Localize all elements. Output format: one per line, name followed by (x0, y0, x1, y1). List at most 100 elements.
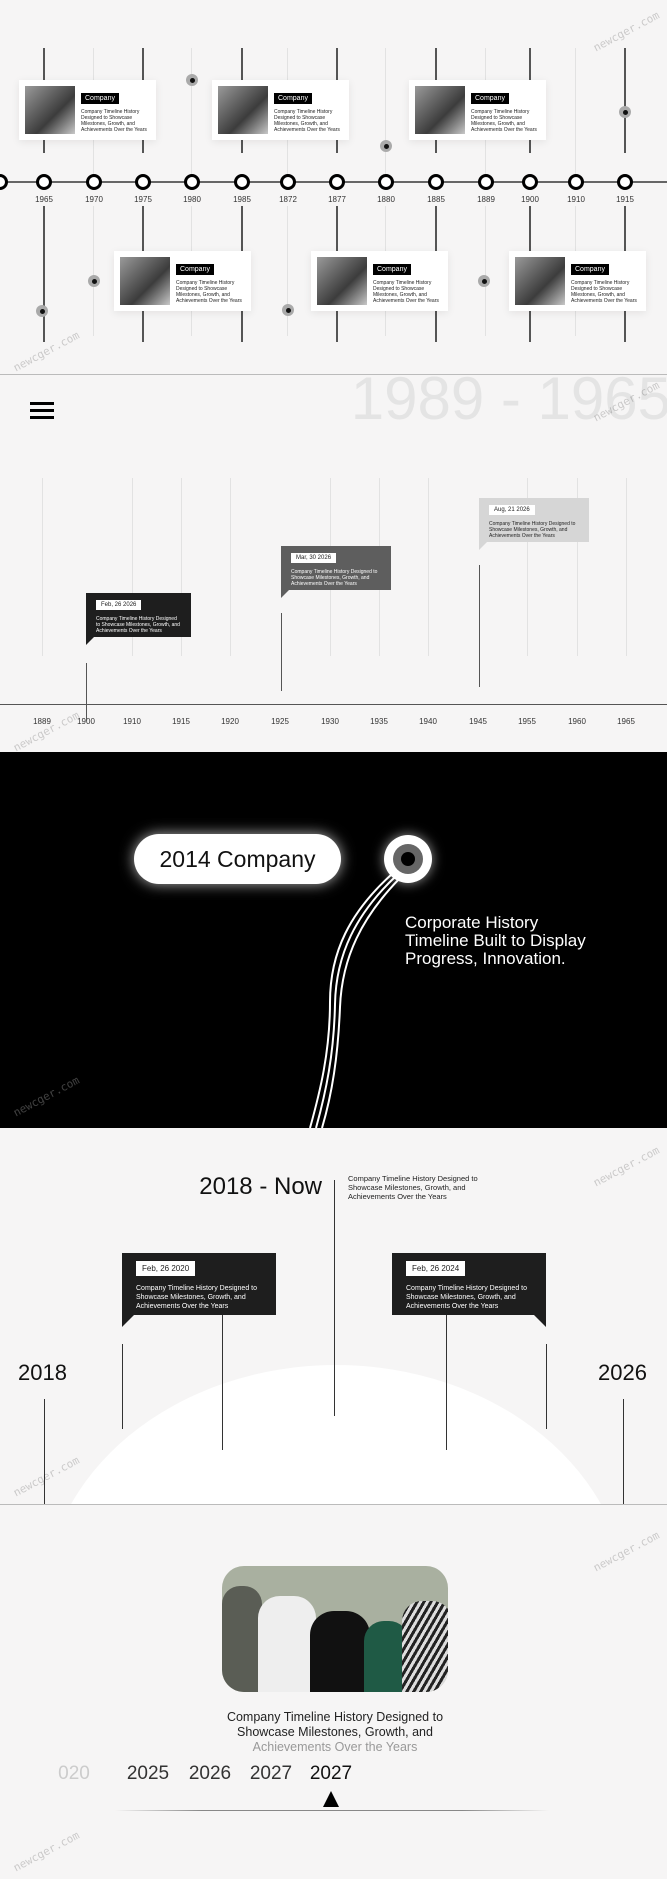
event-dot[interactable] (478, 275, 490, 287)
card-tag: Company (373, 264, 411, 275)
year-option[interactable]: 2027 (309, 1763, 353, 1784)
card-text: Company Timeline History Designed to Sho… (274, 109, 340, 133)
year-label: 1915 (172, 717, 190, 726)
card-text: Company Timeline History Designed to Sho… (176, 280, 242, 304)
year-option[interactable]: 020 (58, 1763, 90, 1784)
timeline-section-cards: 1965 1970 1975 1980 1985 1872 1877 1880 1885 1889… (0, 0, 667, 375)
timeline-node[interactable] (568, 174, 584, 190)
year-label: 1965 (35, 195, 53, 204)
timeline-node[interactable] (184, 174, 200, 190)
card-text: Company Timeline History Designed to Sho… (373, 280, 439, 304)
caption: Company Timeline History Designed to Sho… (200, 1710, 470, 1755)
event-dot[interactable] (282, 304, 294, 316)
year-option[interactable]: 2025 (126, 1763, 170, 1784)
timeline-node[interactable] (280, 174, 296, 190)
stem-line (479, 565, 480, 687)
range-section: 2018 - Now Company Timeline History Desi… (0, 1128, 667, 1505)
year-label: 1900 (521, 195, 539, 204)
slider-track[interactable] (115, 1810, 549, 1811)
year-label: 1910 (567, 195, 585, 204)
event-card[interactable]: Company Company Timeline History Designed… (19, 80, 156, 140)
card-tag: Company (274, 93, 312, 104)
event-dot[interactable] (619, 106, 631, 118)
event-photo (415, 86, 465, 134)
end-line (623, 1399, 624, 1504)
grid-line (287, 206, 288, 336)
year-label: 1975 (134, 195, 152, 204)
event-callout[interactable]: Mar, 30 2026 Company Timeline History Des… (281, 546, 391, 598)
arch-shape (44, 1365, 628, 1504)
year-label: 1930 (321, 717, 339, 726)
hamburger-icon (30, 402, 54, 419)
year-label: 1885 (427, 195, 445, 204)
event-dot[interactable] (88, 275, 100, 287)
year-option[interactable]: 2027 (249, 1763, 293, 1784)
timeline-node[interactable] (135, 174, 151, 190)
event-dot[interactable] (380, 140, 392, 152)
card-tag: Company (81, 93, 119, 104)
event-card[interactable]: Company Company Timeline History Designed… (311, 251, 448, 311)
stem-line (546, 1344, 547, 1429)
event-callout[interactable]: Aug, 21 2026 Company Timeline History Des… (479, 498, 589, 550)
timeline-node[interactable] (329, 174, 345, 190)
event-card[interactable]: Company Company Timeline History Designed… (212, 80, 349, 140)
year-pill: 2014 Company (134, 834, 341, 884)
end-year: 2026 (598, 1360, 647, 1385)
selected-arrow-icon (323, 1791, 339, 1807)
grid-line (485, 206, 486, 336)
year-label: 1965 (617, 717, 635, 726)
event-dot[interactable] (186, 74, 198, 86)
card-tag: Company (176, 264, 214, 275)
timeline-node[interactable] (86, 174, 102, 190)
hamburger-menu-button[interactable] (30, 402, 54, 420)
year-label: 1920 (221, 717, 239, 726)
glow-curve (309, 873, 401, 1128)
stem-line (86, 663, 87, 721)
timeline-node[interactable] (428, 174, 444, 190)
timeline-node[interactable] (617, 174, 633, 190)
year-label: 1915 (616, 195, 634, 204)
team-photo (222, 1566, 448, 1692)
event-callout[interactable]: Feb, 26 2026 Company Timeline History Des… (86, 593, 191, 645)
event-card[interactable]: Company Company Timeline History Designed… (114, 251, 251, 311)
start-line (44, 1399, 45, 1504)
year-label: 1900 (77, 717, 95, 726)
grid-line (385, 48, 386, 178)
callout-text: Company Timeline History Designed to Sho… (291, 569, 378, 587)
card-tag: Company (571, 264, 609, 275)
timeline-node[interactable] (522, 174, 538, 190)
timeline-node[interactable] (234, 174, 250, 190)
milestone-box[interactable]: Feb, 26 2024 Company Timeline History Des… (392, 1253, 546, 1315)
event-card[interactable]: Company Company Timeline History Designed… (509, 251, 646, 311)
stem-line (446, 1315, 447, 1450)
year-selector: 020 2025 2026 2027 2027 (0, 1763, 667, 1793)
timeline-node[interactable] (478, 174, 494, 190)
stem-line (281, 613, 282, 691)
card-text: Company Timeline History Designed to Sho… (471, 109, 537, 133)
year-label: 1880 (377, 195, 395, 204)
range-title: 2018 - Now (199, 1173, 322, 1200)
grid-line (626, 478, 627, 656)
milestone-text: Company Timeline History Designed to Sho… (136, 1285, 257, 1310)
event-card[interactable]: Company Company Timeline History Designed… (409, 80, 546, 140)
timeline-node[interactable] (36, 174, 52, 190)
year-option[interactable]: 2026 (188, 1763, 232, 1784)
milestone-box[interactable]: Feb, 26 2020 Company Timeline History Des… (122, 1253, 276, 1315)
card-tag: Company (471, 93, 509, 104)
caption-secondary: Achievements Over the Years (252, 1740, 418, 1754)
grid-line (191, 48, 192, 178)
range-title: 1989 - 1965 (350, 365, 667, 432)
timeline-node[interactable] (378, 174, 394, 190)
date-label: Feb, 26 2024 (406, 1261, 466, 1276)
stem-line (222, 1315, 223, 1450)
event-photo (25, 86, 75, 134)
timeline-node[interactable] (0, 174, 8, 190)
stem-line (122, 1344, 123, 1429)
grid-line (43, 206, 45, 342)
event-photo (218, 86, 268, 134)
node-marker[interactable] (384, 835, 432, 883)
grid-line (181, 478, 182, 656)
year-label: 1985 (233, 195, 251, 204)
event-dot[interactable] (36, 305, 48, 317)
date-label: Aug, 21 2026 (489, 505, 535, 515)
